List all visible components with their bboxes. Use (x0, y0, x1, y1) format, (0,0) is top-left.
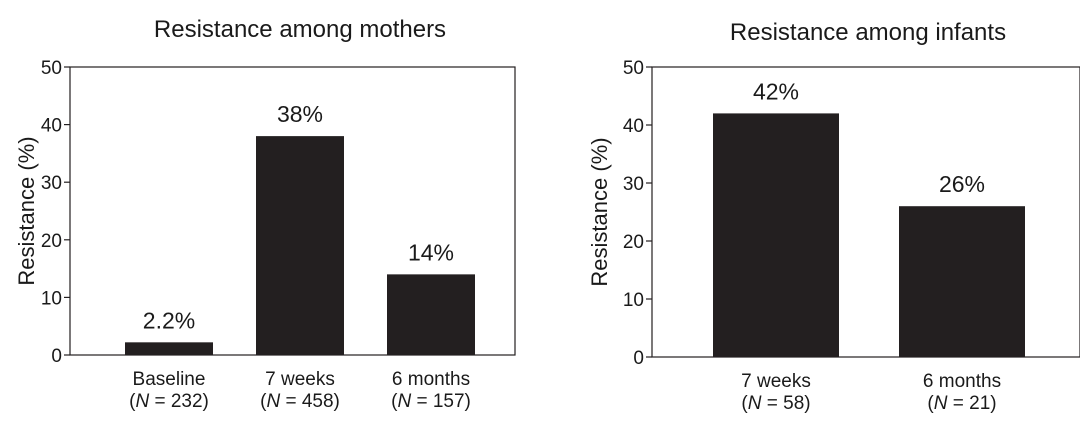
bar (387, 274, 475, 355)
y-tick-label: 10 (41, 288, 62, 309)
bar-value-label: 38% (277, 101, 323, 127)
x-category-label: 7 weeks (741, 371, 811, 392)
y-tick-label: 0 (633, 348, 644, 369)
x-category-sample-size: (N = 157) (391, 391, 471, 412)
y-tick-label: 40 (623, 116, 644, 137)
bar-value-label: 26% (939, 171, 985, 197)
x-category-sample-size: (N = 458) (260, 391, 340, 412)
y-tick-label: 0 (51, 346, 62, 367)
x-category-sample-size: (N = 21) (927, 393, 996, 414)
plot-frame (651, 66, 1080, 358)
y-tick-label: 20 (41, 231, 62, 252)
y-tick-label: 50 (41, 58, 62, 79)
bar-value-label: 2.2% (143, 307, 195, 333)
y-tick-label: 40 (41, 116, 62, 137)
bar (256, 136, 344, 355)
x-category-label: 6 months (392, 369, 470, 390)
y-tick-label: 50 (623, 58, 644, 79)
chart-panel-2: Resistance among infants Resistance (%) 0 1… (587, 19, 1080, 414)
y-axis-label: Resistance (%) (587, 137, 612, 286)
x-category-label: Baseline (133, 369, 206, 390)
x-category-sample-size: (N = 232) (129, 391, 209, 412)
bar (713, 113, 839, 358)
chart-title: Resistance among infants (730, 19, 1006, 46)
bar (125, 342, 213, 355)
y-axis-label: Resistance (%) (14, 136, 39, 285)
x-category-label: 7 weeks (265, 369, 335, 390)
y-tick-label: 30 (623, 174, 644, 195)
x-category-sample-size: (N = 58) (741, 393, 810, 414)
bar (899, 206, 1025, 357)
y-tick-label: 20 (623, 232, 644, 253)
chart-title: Resistance among mothers (154, 16, 446, 43)
y-tick-label: 30 (41, 173, 62, 194)
bar-value-label: 14% (408, 239, 454, 265)
y-tick-label: 10 (623, 290, 644, 311)
bar-value-label: 42% (753, 78, 799, 104)
chart-panel-1: Resistance among mothers Resistance (%) 0 1… (14, 16, 516, 412)
x-category-label: 6 months (923, 371, 1001, 392)
